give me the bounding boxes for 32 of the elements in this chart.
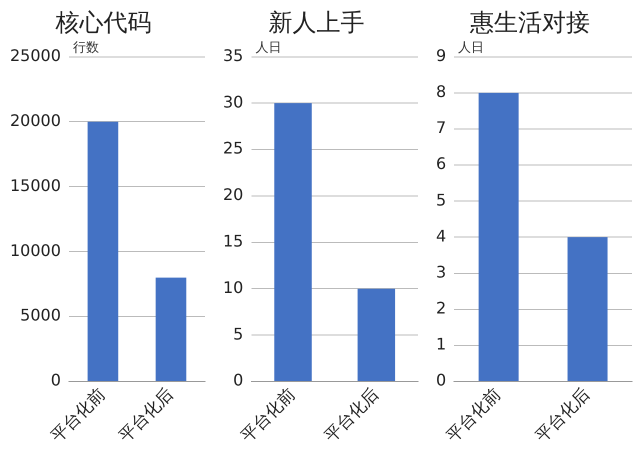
chart-title: 新人上手 bbox=[268, 8, 364, 37]
y-tick-label: 0 bbox=[50, 370, 61, 390]
y-tick-label: 5 bbox=[436, 190, 446, 210]
y-tick-label: 7 bbox=[436, 118, 446, 138]
y-tick-label: 20 bbox=[223, 185, 244, 204]
y-tick-label: 8 bbox=[436, 82, 446, 102]
chart-title: 核心代码 bbox=[54, 8, 152, 37]
chart-title: 惠生活对接 bbox=[469, 8, 590, 37]
y-axis-title: 行数 bbox=[72, 40, 99, 56]
y-axis-title: 人日 bbox=[458, 40, 484, 56]
y-tick-label: 3 bbox=[436, 262, 446, 282]
x-tick-label: 平台化后 bbox=[320, 384, 383, 446]
y-tick-label: 15000 bbox=[10, 176, 61, 195]
y-tick-label: 10 bbox=[223, 278, 244, 297]
y-tick-label: 6 bbox=[436, 154, 446, 174]
y-tick-label: 9 bbox=[436, 46, 446, 65]
y-tick-label: 30 bbox=[223, 92, 244, 112]
y-tick-label: 20000 bbox=[10, 110, 61, 130]
y-tick-label: 5 bbox=[233, 324, 244, 344]
y-tick-label: 15 bbox=[223, 231, 244, 250]
y-tick-label: 25 bbox=[223, 138, 244, 158]
y-tick-label: 1 bbox=[436, 334, 446, 354]
x-tick-label: 平台化后 bbox=[532, 384, 594, 446]
y-tick-label: 35 bbox=[223, 46, 244, 65]
y-tick-label: 10000 bbox=[10, 240, 61, 260]
y-tick-label: 4 bbox=[436, 226, 446, 246]
y-tick-label: 5000 bbox=[20, 306, 61, 325]
x-tick-label: 平台化后 bbox=[115, 384, 178, 446]
y-tick-label: 0 bbox=[233, 370, 244, 390]
y-tick-label: 2 bbox=[436, 298, 446, 318]
y-axis-title: 人日 bbox=[255, 40, 282, 56]
y-tick-label: 25000 bbox=[10, 46, 61, 65]
